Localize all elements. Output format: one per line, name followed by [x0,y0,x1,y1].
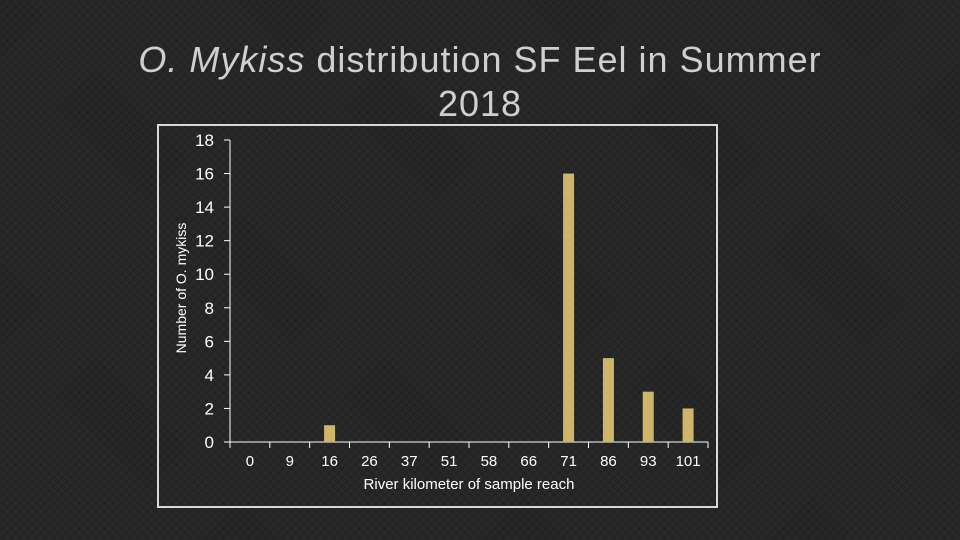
x-tick-label: 0 [246,453,254,470]
y-tick-label: 0 [205,433,214,452]
x-tick-label: 26 [361,453,378,470]
x-axis: 0 9 16 26 37 51 58 66 71 86 93 101 [229,441,709,470]
y-axis: 0 2 4 6 8 10 12 14 16 18 [195,131,231,452]
slide-title: O. Mykiss distribution SF Eel in Summer … [100,38,860,126]
title-rest: distribution SF Eel in Summer [305,39,822,80]
x-tick-label: 16 [321,453,338,470]
x-tick-label: 86 [600,453,617,470]
y-tick-label: 16 [195,165,214,184]
chart-frame [157,124,718,508]
bar [563,173,575,443]
y-axis-title: Number of O. mykiss [173,223,189,354]
y-tick-label: 8 [205,299,214,318]
y-tick-label: 14 [195,198,214,217]
x-tick-label: 71 [560,453,577,470]
bar-series [324,173,694,443]
title-italic-species: O. Mykiss [138,39,306,80]
bar [602,358,614,442]
x-tick-label: 9 [286,453,294,470]
y-tick-label: 18 [195,131,214,150]
x-axis-title: River kilometer of sample reach [364,476,575,493]
y-tick-label: 12 [195,232,214,251]
x-tick-label: 101 [676,453,701,470]
x-tick-label: 51 [441,453,458,470]
title-year: 2018 [437,83,523,124]
bar [682,408,694,442]
y-tick-label: 2 [205,399,214,418]
y-tick-label: 10 [195,265,214,284]
x-tick-label: 66 [520,453,537,470]
x-tick-label: 37 [401,453,418,470]
y-tick-label: 4 [205,366,214,385]
x-tick-label: 93 [640,453,657,470]
bar [642,391,654,442]
y-tick-label: 6 [205,332,214,351]
bar [324,425,336,442]
x-tick-label: 58 [481,453,498,470]
